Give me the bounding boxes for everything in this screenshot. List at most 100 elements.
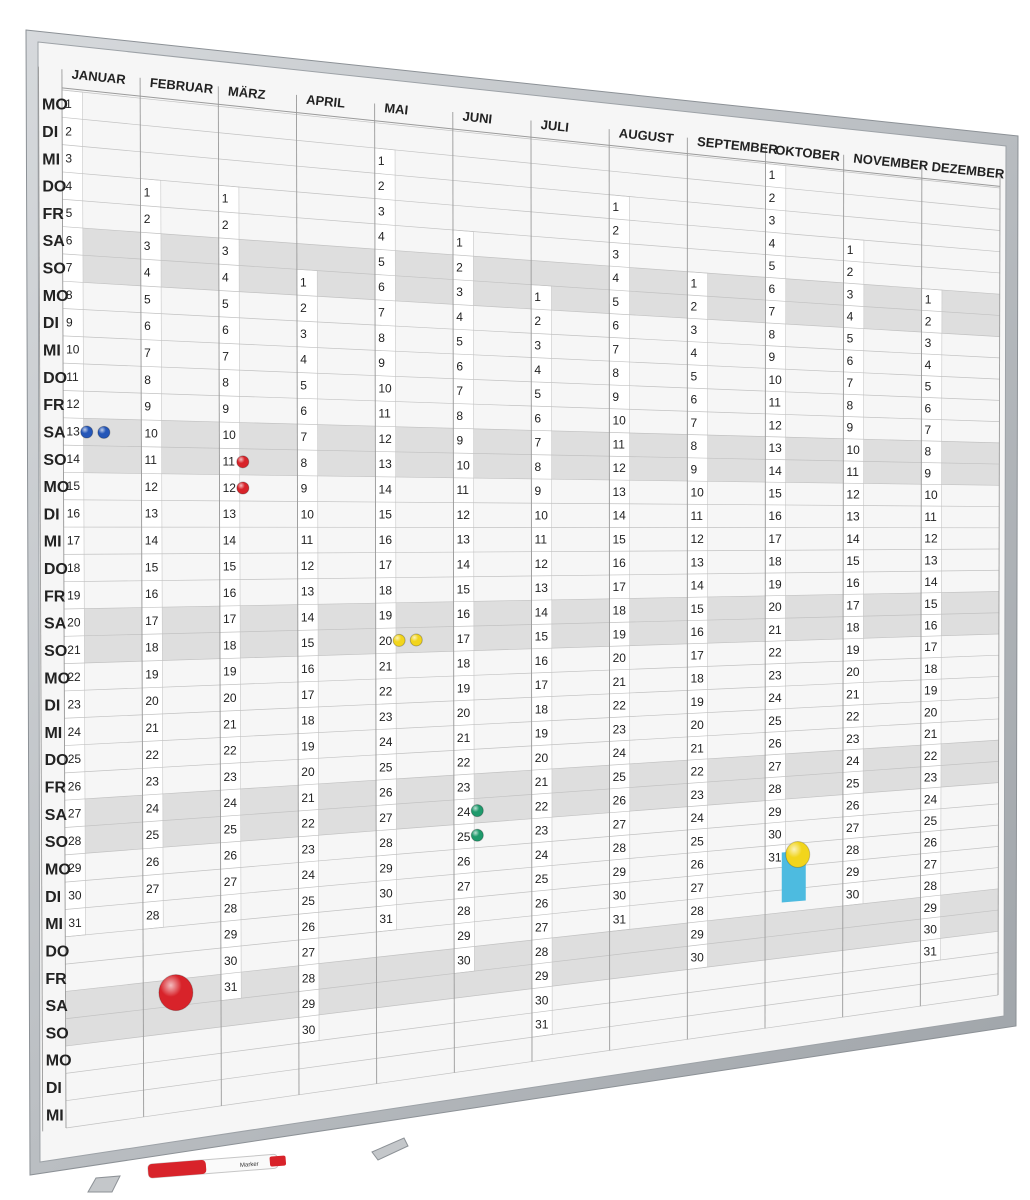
day-number: 10	[301, 507, 315, 521]
day-number: 28	[224, 901, 238, 915]
day-number: 27	[690, 881, 704, 895]
day-number: 9	[378, 356, 385, 370]
day-number: 30	[379, 887, 393, 901]
column-line	[842, 154, 845, 1018]
day-number: 15	[145, 560, 159, 574]
day-number: 10	[924, 488, 938, 502]
weekday-label: SA	[45, 807, 68, 824]
pen-tray[interactable]	[87, 1137, 409, 1193]
day-number: 14	[612, 509, 626, 523]
day-number: 6	[378, 280, 385, 294]
blue-magnet[interactable]	[80, 425, 94, 439]
day-number: 7	[144, 346, 151, 360]
day-number: 2	[222, 218, 229, 232]
day-number: 27	[846, 821, 860, 835]
day-number: 11	[378, 407, 391, 421]
weekday-label: DI	[44, 698, 60, 715]
day-number: 21	[613, 675, 627, 689]
day-number: 23	[768, 668, 782, 682]
day-number: 4	[222, 270, 229, 284]
day-number: 24	[535, 848, 549, 862]
day-number: 11	[612, 437, 625, 451]
day-number: 9	[690, 462, 697, 476]
red-round-magnet[interactable]	[158, 974, 194, 1012]
day-number: 5	[300, 378, 307, 392]
day-number: 2	[925, 314, 932, 328]
day-number: 1	[300, 275, 307, 289]
day-number: 11	[301, 533, 314, 547]
day-number: 12	[223, 481, 237, 495]
green-magnet[interactable]	[470, 804, 484, 818]
weekday-label: MI	[43, 343, 61, 360]
column-line	[608, 129, 611, 1051]
day-number: 26	[690, 858, 704, 872]
yellow-round-magnet[interactable]	[785, 841, 811, 869]
day-number: 5	[144, 292, 151, 306]
day-number: 4	[690, 346, 697, 360]
day-number: 20	[223, 691, 237, 705]
day-number: 10	[846, 443, 860, 457]
day-number: 12	[924, 532, 938, 546]
day-number: 7	[847, 376, 854, 390]
blue-magnet[interactable]	[97, 425, 111, 439]
day-number: 30	[224, 954, 238, 968]
day-number: 6	[925, 401, 932, 415]
weekday-label: DI	[42, 124, 58, 141]
day-number: 27	[535, 921, 549, 935]
day-number: 16	[535, 654, 549, 668]
day-number: 2	[300, 301, 307, 315]
yellow-magnet[interactable]	[409, 633, 423, 647]
day-number: 18	[535, 702, 549, 716]
day-number: 1	[65, 97, 72, 111]
day-number: 29	[68, 861, 82, 875]
day-number: 23	[690, 788, 704, 802]
weekday-label: MO	[45, 862, 71, 879]
weekday-label: SO	[43, 261, 66, 278]
green-magnet[interactable]	[470, 828, 484, 842]
whiteboard-marker[interactable]: Marker	[147, 1153, 287, 1179]
day-number: 27	[457, 879, 471, 893]
day-number: 12	[145, 480, 159, 494]
weekday-label: SA	[43, 424, 66, 441]
day-number: 16	[846, 576, 860, 590]
day-number: 17	[145, 614, 159, 628]
weekday-label: DO	[44, 561, 68, 578]
day-number: 4	[925, 358, 932, 372]
day-number: 10	[768, 373, 782, 387]
day-number: 4	[847, 309, 854, 323]
day-number: 11	[535, 533, 548, 547]
day-number: 7	[534, 436, 541, 450]
day-number: 25	[613, 770, 627, 784]
day-number: 10	[535, 508, 549, 522]
red-magnet[interactable]	[236, 481, 250, 495]
weekday-label: SA	[43, 233, 66, 250]
weekday-label: DO	[43, 370, 67, 387]
month-header: DEZEMBER	[931, 159, 1006, 181]
day-number: 12	[378, 432, 392, 446]
day-number: 13	[612, 485, 626, 499]
weekday-label: SO	[44, 643, 67, 660]
day-number: 14	[846, 532, 860, 546]
day-number: 30	[302, 1023, 316, 1037]
day-number: 26	[302, 920, 316, 934]
day-number: 7	[456, 384, 463, 398]
day-number: 13	[223, 507, 237, 521]
day-number: 19	[145, 667, 159, 681]
day-number: 23	[146, 775, 160, 789]
day-number: 2	[378, 179, 385, 193]
day-number: 1	[456, 236, 463, 250]
day-number: 21	[690, 741, 704, 755]
yellow-magnet[interactable]	[392, 633, 406, 647]
day-number: 3	[300, 327, 307, 341]
weekday-label: MO	[44, 670, 70, 687]
day-number: 2	[612, 224, 619, 238]
weekday-label: FR	[43, 397, 65, 414]
day-number: 6	[534, 411, 541, 425]
weekday-label: DO	[45, 943, 69, 960]
weekday-label: DO	[42, 179, 66, 196]
weekday-label: DI	[46, 1080, 62, 1097]
red-magnet[interactable]	[236, 455, 250, 469]
day-number: 30	[768, 828, 782, 842]
day-number: 28	[924, 879, 938, 893]
day-number: 24	[224, 796, 238, 810]
